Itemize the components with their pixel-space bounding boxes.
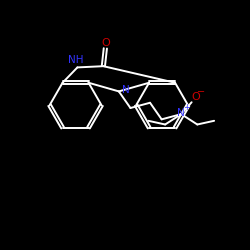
Text: +: + <box>183 103 190 112</box>
Text: O: O <box>191 92 200 102</box>
Text: O: O <box>102 38 110 48</box>
Text: N: N <box>122 85 130 95</box>
Text: NH: NH <box>68 56 84 66</box>
Text: −: − <box>197 87 205 97</box>
Text: N: N <box>177 108 185 118</box>
